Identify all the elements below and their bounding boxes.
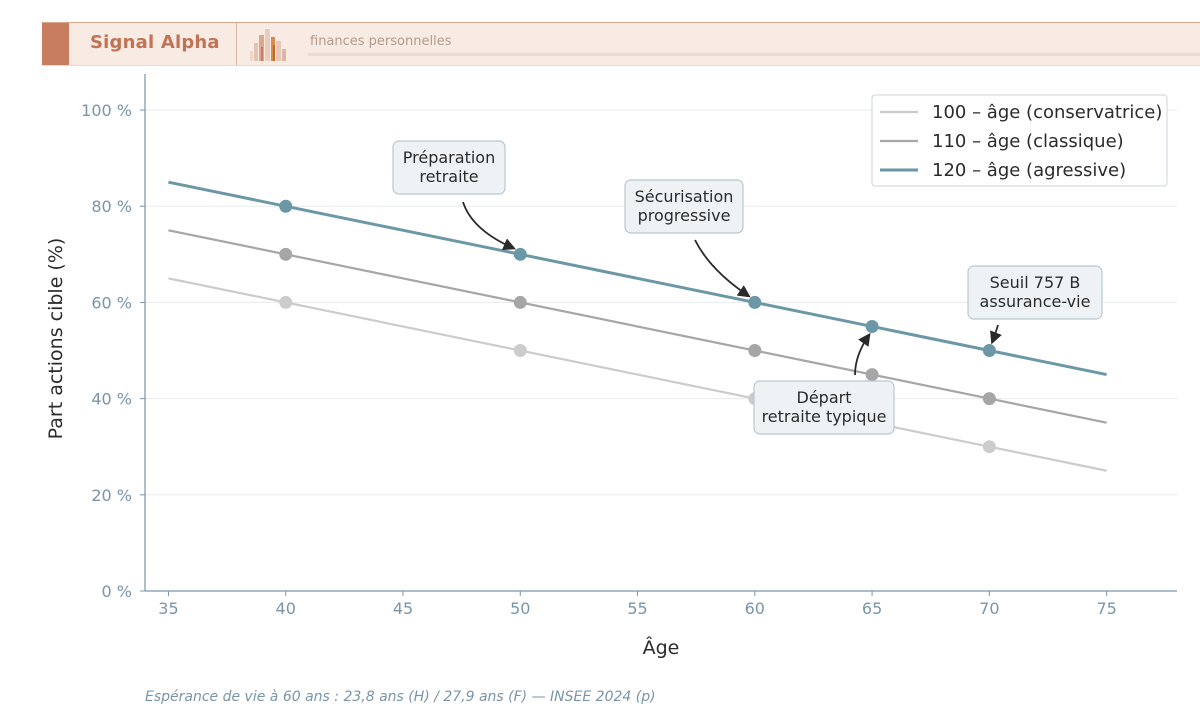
- header-divider: [236, 23, 237, 65]
- annotation-arrow: [990, 324, 1002, 345]
- x-tick-label: 70: [979, 599, 999, 618]
- y-tick-label: 0 %: [102, 582, 132, 601]
- axes: 0 % 20 % 40 % 60 % 80 % 100 % 35 40 45 50 55 60 65 70…: [45, 74, 1177, 659]
- y-tick-label: 60 %: [91, 293, 132, 312]
- series-line: [168, 229, 1107, 424]
- series-point: [982, 344, 996, 358]
- legend-label: 120 – âge (agressive): [932, 160, 1126, 181]
- series-point: [865, 368, 879, 382]
- series-point: [513, 295, 527, 309]
- tagline-rule: [308, 53, 1200, 56]
- x-tick-label: 45: [393, 599, 413, 618]
- brand-color-swatch: [42, 23, 69, 65]
- x-tick-label: 75: [1096, 599, 1116, 618]
- annotation-text: Seuil 757 B: [990, 273, 1081, 292]
- annotation-text: progressive: [638, 206, 731, 225]
- x-tick-label: 35: [158, 599, 178, 618]
- source-footnote: Espérance de vie à 60 ans : 23,8 ans (H)…: [145, 689, 656, 705]
- y-tick-label: 100 %: [81, 101, 132, 120]
- annotation-box: [967, 265, 1103, 320]
- series-point: [865, 319, 879, 333]
- annotation-text: retraite: [419, 167, 478, 186]
- y-tick-label: 80 %: [91, 197, 132, 216]
- legend: 100 – âge (conservatrice) 110 – âge (clas…: [871, 94, 1168, 187]
- legend-label: 100 – âge (conservatrice): [932, 102, 1162, 123]
- annotation-arrow: [694, 239, 751, 298]
- series-point: [513, 247, 527, 261]
- city-skyline-icon: [250, 29, 286, 61]
- y-tick-label: 20 %: [91, 486, 132, 505]
- x-tick-label: 60: [745, 599, 765, 618]
- x-tick-label: 55: [627, 599, 647, 618]
- annotation-arrow: [462, 201, 516, 250]
- annotation-text: Préparation: [403, 148, 495, 167]
- series-point: [982, 392, 996, 406]
- y-tick-label: 40 %: [91, 390, 132, 409]
- series-point: [513, 344, 527, 358]
- tagline: finances personnelles: [310, 34, 452, 49]
- site-header: Signal Alpha finances personnelles: [42, 22, 1200, 66]
- brand-name[interactable]: Signal Alpha: [90, 32, 220, 53]
- legend-box: [871, 94, 1168, 187]
- series-point: [279, 199, 293, 213]
- x-axis-label: Âge: [643, 636, 680, 659]
- annotation-text: retraite typique: [762, 407, 887, 426]
- series-line: [168, 180, 1107, 377]
- legend-label: 110 – âge (classique): [932, 131, 1124, 152]
- annotation-box: [624, 179, 744, 234]
- series-point: [982, 440, 996, 454]
- annotation-box: [753, 380, 895, 435]
- annotation-box: [392, 140, 506, 195]
- series-point: [748, 295, 762, 309]
- x-tick-label: 40: [276, 599, 296, 618]
- annotation-text: assurance-vie: [980, 292, 1091, 311]
- annotation-text: Sécurisation: [635, 187, 734, 206]
- y-axis-label: Part actions cible (%): [45, 238, 67, 440]
- x-tick-label: 65: [862, 599, 882, 618]
- x-tick-label: 50: [510, 599, 530, 618]
- annotation-arrow: [854, 332, 871, 376]
- series-line: [168, 277, 1107, 472]
- series-point: [748, 344, 762, 358]
- series-point: [279, 247, 293, 261]
- series-point: [279, 295, 293, 309]
- annotation-text: Départ: [797, 388, 852, 407]
